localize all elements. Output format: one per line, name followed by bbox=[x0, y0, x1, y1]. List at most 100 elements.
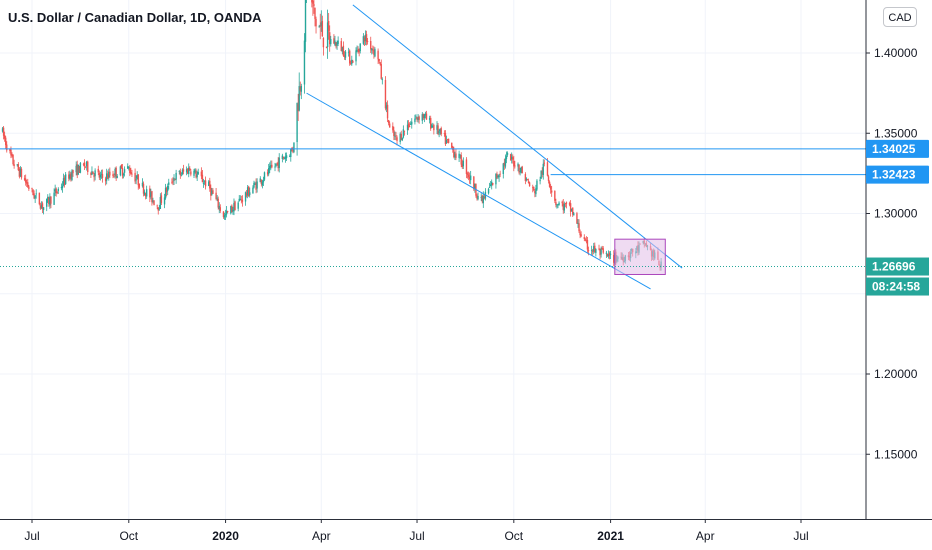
candle-body bbox=[13, 164, 15, 167]
candle-body bbox=[141, 182, 144, 187]
candle-body bbox=[469, 175, 472, 181]
candle-body bbox=[319, 25, 321, 27]
candle-body bbox=[460, 155, 462, 165]
candle-body bbox=[173, 177, 175, 181]
candle-body bbox=[371, 48, 373, 51]
candle-body bbox=[497, 176, 499, 177]
candle-body bbox=[315, 18, 317, 27]
price-axis[interactable]: 1.40000 1.35000 1.30000 1.20000 1.15000 bbox=[866, 46, 918, 461]
candle-body bbox=[224, 214, 227, 216]
candle-body bbox=[127, 166, 129, 169]
candle-body bbox=[2, 127, 5, 136]
candle-body bbox=[377, 50, 379, 60]
candle-body bbox=[608, 253, 611, 256]
candle-body bbox=[483, 197, 486, 198]
candle-body bbox=[459, 154, 461, 156]
candle-body bbox=[172, 181, 174, 183]
candle-body bbox=[77, 164, 79, 175]
candle-body bbox=[557, 204, 559, 205]
candle-body bbox=[504, 158, 507, 167]
candle-body bbox=[138, 183, 141, 188]
candle-body bbox=[275, 163, 277, 166]
candle-body bbox=[380, 64, 382, 79]
candle-body bbox=[234, 201, 236, 211]
candle-body bbox=[94, 170, 96, 177]
candle-body bbox=[443, 133, 446, 134]
candle-body bbox=[550, 190, 553, 193]
candle-body bbox=[190, 171, 192, 175]
candle-body bbox=[157, 207, 159, 211]
candle-body bbox=[76, 164, 78, 176]
time-axis[interactable]: Jul Oct 2020 Apr Jul Oct 2021 Apr Jul bbox=[24, 519, 809, 543]
candle-body bbox=[223, 215, 226, 218]
candle-body bbox=[252, 187, 254, 194]
candle-body bbox=[473, 176, 475, 190]
candle-body bbox=[439, 128, 441, 131]
candle-body bbox=[163, 197, 166, 205]
candle-body bbox=[34, 195, 36, 199]
candle-body bbox=[492, 182, 494, 185]
candle-body bbox=[605, 252, 608, 254]
candle-body bbox=[271, 164, 273, 168]
time-tick-label: Jul bbox=[24, 529, 39, 543]
candle-body bbox=[293, 142, 295, 153]
candle-body bbox=[385, 105, 388, 109]
candle-body bbox=[503, 162, 506, 166]
candle-body bbox=[90, 173, 92, 175]
candle-body bbox=[402, 129, 405, 138]
candle-body bbox=[193, 170, 195, 176]
candle-body bbox=[499, 173, 501, 175]
candle-body bbox=[525, 178, 528, 181]
candle-body bbox=[320, 22, 322, 27]
candle-body bbox=[482, 196, 485, 204]
candle-body bbox=[491, 181, 493, 186]
candle-body bbox=[513, 160, 515, 167]
candle-body bbox=[373, 49, 375, 55]
candle-body bbox=[69, 174, 71, 179]
candle-body bbox=[563, 203, 566, 211]
last-price-badge bbox=[866, 257, 929, 276]
candle-body bbox=[276, 162, 278, 164]
candle-body bbox=[583, 237, 585, 239]
candle-body bbox=[41, 203, 44, 209]
currency-badge[interactable]: CAD bbox=[883, 7, 917, 27]
candle-body bbox=[259, 178, 261, 183]
candle-body bbox=[548, 181, 551, 187]
candle-body bbox=[378, 58, 380, 62]
highlight-rectangle bbox=[614, 238, 666, 275]
time-tick-label: Oct bbox=[119, 529, 138, 543]
candle-body bbox=[403, 130, 406, 132]
candle-body bbox=[593, 246, 595, 252]
candle-body bbox=[255, 182, 257, 190]
candle-body bbox=[393, 130, 395, 137]
candle-body bbox=[189, 168, 191, 171]
candle-body bbox=[100, 173, 103, 175]
candle-body bbox=[290, 149, 292, 157]
candle-body bbox=[239, 198, 241, 201]
candle-body bbox=[506, 152, 509, 155]
candle-body bbox=[203, 181, 206, 183]
candle-body bbox=[384, 80, 387, 109]
candle-body bbox=[230, 206, 232, 214]
candle-body bbox=[185, 169, 188, 173]
candle-body bbox=[200, 171, 203, 177]
candle-body bbox=[400, 133, 402, 141]
candle-body bbox=[48, 197, 50, 205]
candle-body bbox=[355, 50, 357, 62]
candle-body bbox=[299, 86, 301, 91]
candle-body bbox=[489, 184, 492, 187]
candle-body bbox=[423, 114, 426, 119]
symbol-title[interactable]: U.S. Dollar / Canadian Dollar, 1D, OANDA bbox=[8, 10, 262, 25]
candle-body bbox=[61, 185, 64, 189]
candle-body bbox=[12, 154, 14, 165]
candle-body bbox=[415, 116, 417, 118]
candle-body bbox=[414, 118, 416, 123]
candle-body bbox=[16, 164, 18, 166]
candle-body bbox=[585, 240, 588, 242]
candle-body bbox=[342, 45, 345, 56]
candle-body bbox=[467, 174, 470, 178]
drawings[interactable] bbox=[0, 4, 866, 290]
candle-body bbox=[410, 123, 412, 125]
candle-body bbox=[136, 175, 138, 179]
